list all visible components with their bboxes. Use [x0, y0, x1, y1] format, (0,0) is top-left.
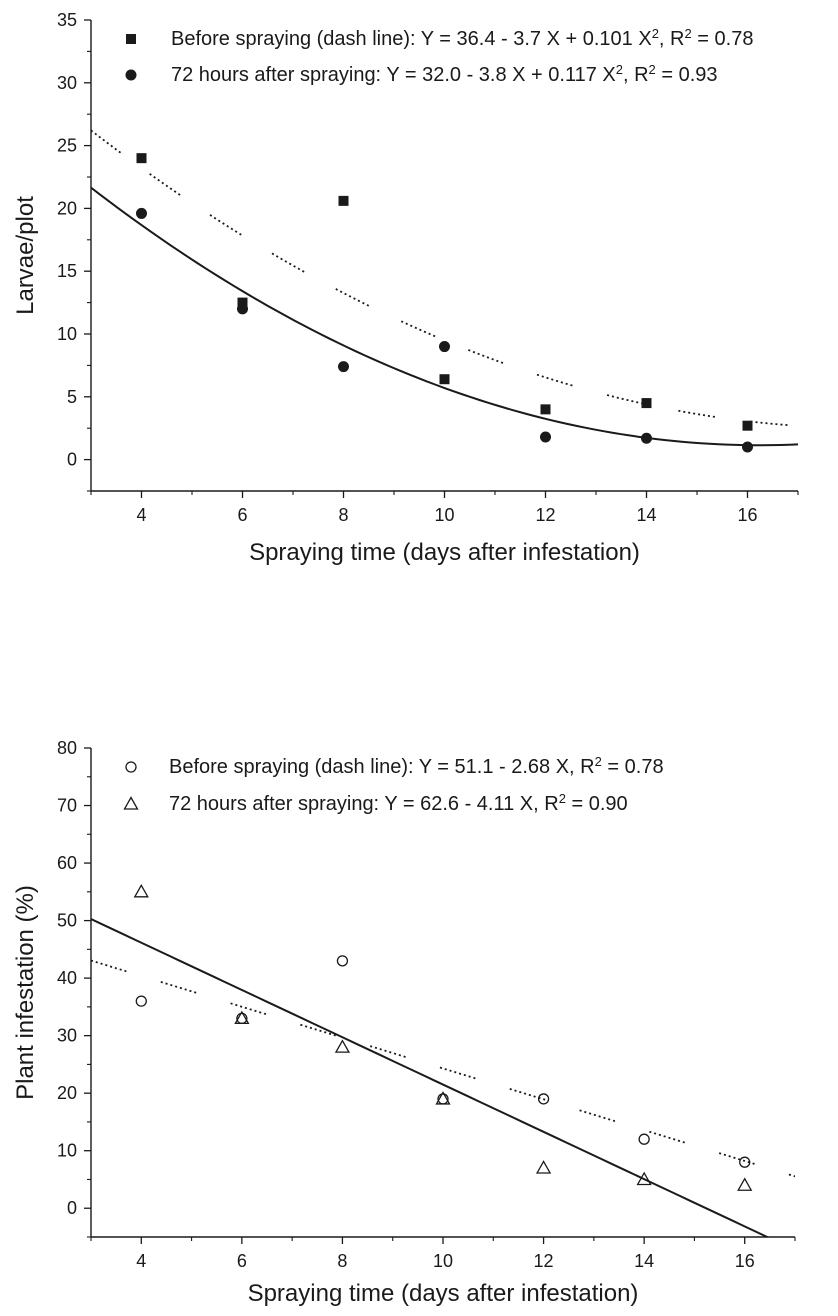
data-point	[641, 432, 652, 444]
legend-superscript: 2	[649, 62, 656, 77]
y-tick-label: 20	[57, 1083, 77, 1103]
legend-text-part: , R	[659, 28, 685, 50]
y-tick-label: 0	[67, 1198, 77, 1218]
data-point	[739, 1156, 751, 1168]
x-tick-label: 12	[535, 505, 555, 525]
legend-text-part: = 0.78	[602, 756, 664, 778]
y-tick-label: 15	[57, 261, 77, 281]
data-point	[135, 995, 147, 1007]
x-tick-label: 12	[534, 1251, 554, 1271]
data-point	[638, 1133, 650, 1145]
x-axis-title: Spraying time (days after infestation)	[249, 539, 640, 566]
larvae-chart: 0 5 10 15 20 25 30 35 4 6 8 10 12 14 16 Spraying time (…	[12, 10, 799, 566]
data-point	[136, 153, 147, 164]
data-point	[435, 1091, 451, 1105]
data-point	[133, 884, 149, 898]
y-tick-label: 30	[57, 73, 77, 93]
legend-marker	[123, 796, 139, 810]
fit-line-solid	[91, 186, 798, 447]
legend-superscript: 2	[652, 26, 659, 41]
x-tick-label: 8	[337, 1251, 347, 1271]
infestation-chart: 0 10 20 30 40 50 60 70 80 4 6 8 10 12 14 16 Spraying tim…	[12, 738, 796, 1307]
y-tick-label: 50	[57, 911, 77, 931]
y-tick-label: 40	[57, 968, 77, 988]
legend-superscript: 2	[684, 26, 691, 41]
legend-text-part: = 0.90	[566, 793, 628, 815]
legend-text-part: Before spraying (dash line): Y = 36.4 - …	[171, 28, 652, 50]
x-tick-label: 8	[338, 505, 348, 525]
data-point	[338, 195, 349, 206]
legend-text-part: 72 hours after spraying: Y = 32.0 - 3.8 …	[171, 64, 616, 86]
x-tick-label: 10	[434, 505, 454, 525]
data-point	[540, 431, 551, 443]
data-point	[338, 361, 349, 373]
legend-label: Before spraying (dash line): Y = 51.1 - …	[169, 754, 664, 779]
x-tick-label: 14	[634, 1251, 654, 1271]
legend-label: 72 hours after spraying: Y = 62.6 - 4.11…	[169, 791, 628, 816]
legend-label: 72 hours after spraying: Y = 32.0 - 3.8 …	[171, 62, 718, 87]
y-tick-label: 5	[67, 387, 77, 407]
data-point	[737, 1177, 753, 1191]
y-tick-label: 10	[57, 324, 77, 344]
legend-superscript: 2	[616, 62, 623, 77]
x-tick-label: 4	[136, 505, 146, 525]
y-tick-label: 70	[57, 796, 77, 816]
data-point	[742, 441, 753, 453]
data-point	[641, 398, 652, 409]
fit-line-dashed	[91, 129, 798, 427]
y-tick-label: 25	[57, 136, 77, 156]
x-tick-label: 10	[433, 1251, 453, 1271]
x-tick-label: 6	[237, 1251, 247, 1271]
y-tick-label: 80	[57, 738, 77, 758]
data-point	[234, 1010, 250, 1025]
x-tick-label: 14	[636, 505, 656, 525]
x-tick-label: 6	[237, 505, 247, 525]
data-point	[537, 1093, 550, 1105]
data-point	[535, 1160, 552, 1174]
data-point	[636, 1171, 652, 1186]
data-point	[334, 1039, 351, 1053]
data-point	[336, 955, 349, 967]
fit-line-solid	[91, 918, 770, 1237]
data-point	[237, 297, 248, 308]
legend-superscript: 2	[559, 791, 566, 806]
data-point	[742, 420, 753, 431]
y-axis-title: Plant infestation (%)	[12, 885, 39, 1100]
y-tick-label: 30	[57, 1026, 77, 1046]
x-tick-label: 4	[136, 1251, 146, 1271]
fit-line-dashed	[91, 959, 795, 1178]
data-point	[540, 404, 551, 415]
legend-text-part: 72 hours after spraying: Y = 62.6 - 4.11…	[169, 793, 559, 815]
legend-marker	[125, 761, 137, 773]
x-tick-label: 16	[735, 1251, 755, 1271]
legend-text-part: = 0.78	[692, 28, 754, 50]
legend-text-part: = 0.93	[656, 64, 718, 86]
y-tick-label: 60	[57, 853, 77, 873]
legend-marker	[126, 34, 136, 44]
y-tick-label: 10	[57, 1141, 77, 1161]
legend-superscript: 2	[595, 754, 602, 769]
y-tick-label: 35	[57, 10, 77, 30]
legend-label: Before spraying (dash line): Y = 36.4 - …	[171, 26, 753, 51]
data-point	[439, 374, 450, 385]
legend-text-part: , R	[623, 64, 649, 86]
y-tick-label: 0	[67, 450, 77, 470]
data-point	[439, 341, 450, 353]
x-axis-title: Spraying time (days after infestation)	[248, 1280, 639, 1307]
y-axis-title: Larvae/plot	[12, 196, 39, 315]
legend-text-part: Before spraying (dash line): Y = 51.1 - …	[169, 756, 595, 778]
legend-marker	[125, 69, 137, 81]
data-point	[237, 303, 248, 315]
data-point	[136, 207, 147, 219]
y-tick-label: 20	[57, 198, 77, 218]
x-tick-label: 16	[737, 505, 757, 525]
